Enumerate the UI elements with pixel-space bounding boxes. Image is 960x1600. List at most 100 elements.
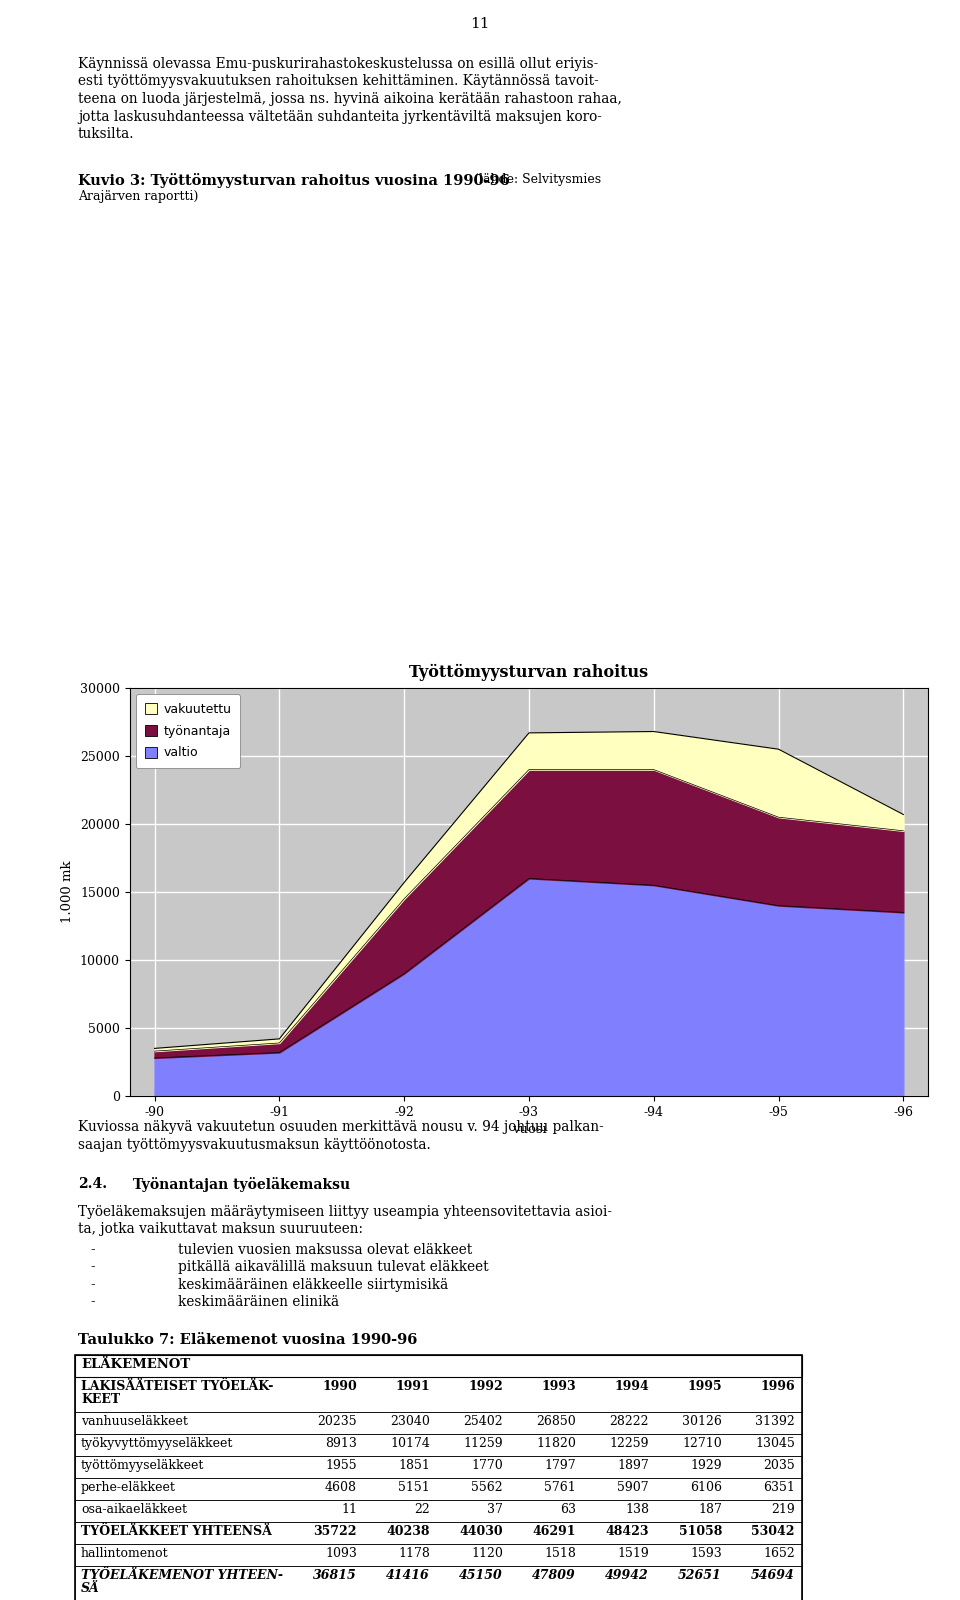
- Text: 1996: 1996: [760, 1379, 795, 1394]
- Bar: [75, 1501, 802, 1522]
- Bar: [75, 1355, 802, 1600]
- Text: jotta laskusuhdanteessa vältetään suhdanteita jyrkentäviltä maksujen koro-: jotta laskusuhdanteessa vältetään suhdan…: [78, 109, 602, 123]
- Text: 11: 11: [341, 1502, 357, 1517]
- Text: 4608: 4608: [325, 1482, 357, 1494]
- Text: -: -: [90, 1278, 95, 1293]
- Text: 11259: 11259: [464, 1437, 503, 1450]
- Text: saajan työttömyysvakuutusmaksun käyttöönotosta.: saajan työttömyysvakuutusmaksun käyttöön…: [78, 1138, 431, 1152]
- Text: 1518: 1518: [544, 1547, 576, 1560]
- Text: 53042: 53042: [752, 1525, 795, 1538]
- Text: ta, jotka vaikuttavat maksun suuruuteen:: ta, jotka vaikuttavat maksun suuruuteen:: [78, 1222, 363, 1237]
- Text: 1929: 1929: [690, 1459, 722, 1472]
- Text: pitkällä aikavälillä maksuun tulevat eläkkeet: pitkällä aikavälillä maksuun tulevat elä…: [178, 1261, 489, 1275]
- Text: 219: 219: [771, 1502, 795, 1517]
- Text: 5907: 5907: [617, 1482, 649, 1494]
- Text: 1994: 1994: [614, 1379, 649, 1394]
- Text: 1993: 1993: [541, 1379, 576, 1394]
- Bar: [75, 1456, 802, 1478]
- Y-axis label: 1.000 mk: 1.000 mk: [61, 861, 74, 923]
- Text: 37: 37: [487, 1502, 503, 1517]
- Text: 1897: 1897: [617, 1459, 649, 1472]
- Text: 51058: 51058: [679, 1525, 722, 1538]
- Text: Arajärven raportti): Arajärven raportti): [78, 190, 199, 203]
- X-axis label: vuosi: vuosi: [512, 1123, 546, 1136]
- Text: 63: 63: [560, 1502, 576, 1517]
- Text: 5761: 5761: [544, 1482, 576, 1494]
- Text: Käynnissä olevassa Emu-puskurirahastokeskustelussa on esillä ollut eriyis-: Käynnissä olevassa Emu-puskurirahastokes…: [78, 58, 598, 70]
- Text: 1851: 1851: [398, 1459, 430, 1472]
- Text: 44030: 44030: [460, 1525, 503, 1538]
- Text: 28222: 28222: [610, 1414, 649, 1427]
- Text: keskimääräinen eläkkeelle siirtymisikä: keskimääräinen eläkkeelle siirtymisikä: [178, 1278, 448, 1293]
- Text: tuksilta.: tuksilta.: [78, 126, 134, 141]
- Text: 25402: 25402: [464, 1414, 503, 1427]
- Text: TYÖELÄKKEET YHTEENSÄ: TYÖELÄKKEET YHTEENSÄ: [81, 1525, 272, 1538]
- Text: Kuvio 3: Työttömyysturvan rahoitus vuosina 1990-96: Kuvio 3: Työttömyysturvan rahoitus vuosi…: [78, 173, 510, 187]
- Text: vanhuuseläkkeet: vanhuuseläkkeet: [81, 1414, 188, 1427]
- Text: 187: 187: [698, 1502, 722, 1517]
- Text: 54694: 54694: [752, 1570, 795, 1582]
- Bar: [75, 1522, 802, 1544]
- Text: 12710: 12710: [683, 1437, 722, 1450]
- Text: 11820: 11820: [536, 1437, 576, 1450]
- Text: TYÖELÄKEMENOT YHTEEN-: TYÖELÄKEMENOT YHTEEN-: [81, 1570, 283, 1582]
- Bar: [75, 1411, 802, 1434]
- Text: 49942: 49942: [605, 1570, 649, 1582]
- Text: 1990: 1990: [323, 1379, 357, 1394]
- Text: työkyvyttömyyseläkkeet: työkyvyttömyyseläkkeet: [81, 1437, 233, 1450]
- Text: 30126: 30126: [683, 1414, 722, 1427]
- Text: 1652: 1652: [763, 1547, 795, 1560]
- Text: 1093: 1093: [325, 1547, 357, 1560]
- Text: 1992: 1992: [468, 1379, 503, 1394]
- Text: 36815: 36815: [313, 1570, 357, 1582]
- Text: ELÄKEMENOT: ELÄKEMENOT: [81, 1358, 190, 1371]
- Text: 6351: 6351: [763, 1482, 795, 1494]
- Text: 1178: 1178: [398, 1547, 430, 1560]
- Text: keskimääräinen elinikä: keskimääräinen elinikä: [178, 1296, 339, 1309]
- Text: KEET: KEET: [81, 1394, 120, 1406]
- Text: 12259: 12259: [610, 1437, 649, 1450]
- Bar: [75, 1478, 802, 1501]
- Text: hallintomenot: hallintomenot: [81, 1547, 169, 1560]
- Text: 1593: 1593: [690, 1547, 722, 1560]
- Text: 1991: 1991: [396, 1379, 430, 1394]
- Text: 6106: 6106: [690, 1482, 722, 1494]
- Title: Työttömyysturvan rahoitus: Työttömyysturvan rahoitus: [409, 664, 649, 682]
- Text: -: -: [90, 1261, 95, 1275]
- Text: 31392: 31392: [756, 1414, 795, 1427]
- Text: 1519: 1519: [617, 1547, 649, 1560]
- Bar: [75, 1378, 802, 1411]
- Text: 2035: 2035: [763, 1459, 795, 1472]
- Text: 1120: 1120: [471, 1547, 503, 1560]
- Text: 45150: 45150: [459, 1570, 503, 1582]
- Text: 40238: 40238: [387, 1525, 430, 1538]
- Bar: [75, 1544, 802, 1566]
- Text: 1770: 1770: [471, 1459, 503, 1472]
- Bar: [75, 1434, 802, 1456]
- Text: 5562: 5562: [471, 1482, 503, 1494]
- Text: SÄ: SÄ: [81, 1582, 100, 1595]
- Text: teena on luoda järjestelmä, jossa ns. hyvinä aikoina kerätään rahastoon rahaa,: teena on luoda järjestelmä, jossa ns. hy…: [78, 91, 622, 106]
- Text: Kuviossa näkyvä vakuutetun osuuden merkittävä nousu v. 94 johtuu palkan-: Kuviossa näkyvä vakuutetun osuuden merki…: [78, 1120, 604, 1134]
- Text: 52651: 52651: [679, 1570, 722, 1582]
- Text: tulevien vuosien maksussa olevat eläkkeet: tulevien vuosien maksussa olevat eläkkee…: [178, 1243, 472, 1258]
- Text: 8913: 8913: [325, 1437, 357, 1450]
- Text: 26850: 26850: [537, 1414, 576, 1427]
- Text: 1955: 1955: [325, 1459, 357, 1472]
- Bar: [75, 1355, 802, 1378]
- Text: (lähde: Selvitysmies: (lähde: Selvitysmies: [470, 173, 601, 186]
- Text: 35722: 35722: [314, 1525, 357, 1538]
- Legend: vakuutettu, työnantaja, valtio: vakuutettu, työnantaja, valtio: [136, 694, 240, 768]
- Text: 2.4.: 2.4.: [78, 1178, 108, 1190]
- Text: Taulukko 7: Eläkemenot vuosina 1990-96: Taulukko 7: Eläkemenot vuosina 1990-96: [78, 1333, 418, 1347]
- Text: 138: 138: [625, 1502, 649, 1517]
- Text: 10174: 10174: [390, 1437, 430, 1450]
- Text: Työnantajan työeläkemaksu: Työnantajan työeläkemaksu: [133, 1178, 350, 1192]
- Text: 46291: 46291: [533, 1525, 576, 1538]
- Text: perhe-eläkkeet: perhe-eläkkeet: [81, 1482, 176, 1494]
- Text: 11: 11: [470, 18, 490, 30]
- Text: 1995: 1995: [687, 1379, 722, 1394]
- Text: 41416: 41416: [386, 1570, 430, 1582]
- Text: 48423: 48423: [606, 1525, 649, 1538]
- Text: Työeläkemaksujen määräytymiseen liittyy useampia yhteensovitettavia asioi-: Työeläkemaksujen määräytymiseen liittyy …: [78, 1205, 612, 1219]
